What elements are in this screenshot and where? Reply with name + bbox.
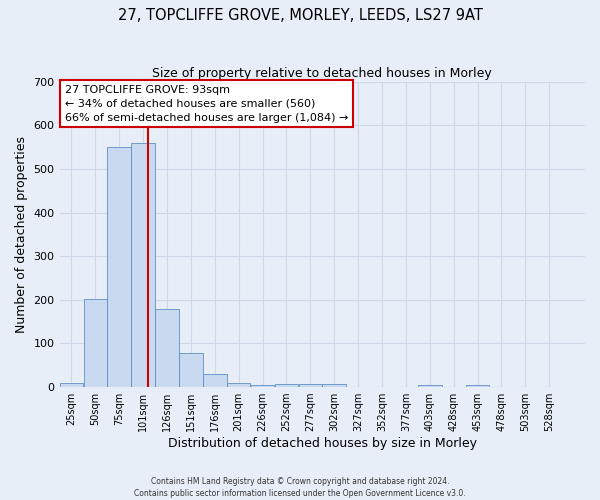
Y-axis label: Number of detached properties: Number of detached properties [15, 136, 28, 333]
Bar [155, 310, 179, 387]
Bar [227, 382, 250, 387]
Bar [131, 143, 155, 387]
Bar [251, 385, 274, 387]
Bar [59, 382, 83, 387]
X-axis label: Distribution of detached houses by size in Morley: Distribution of detached houses by size … [168, 437, 477, 450]
Bar [299, 384, 322, 387]
Bar [83, 298, 107, 387]
Bar [418, 385, 442, 387]
Bar [203, 374, 227, 387]
Title: Size of property relative to detached houses in Morley: Size of property relative to detached ho… [152, 68, 492, 80]
Bar [179, 352, 203, 387]
Bar [466, 385, 490, 387]
Bar [275, 384, 298, 387]
Bar [322, 384, 346, 387]
Text: 27, TOPCLIFFE GROVE, MORLEY, LEEDS, LS27 9AT: 27, TOPCLIFFE GROVE, MORLEY, LEEDS, LS27… [118, 8, 482, 22]
Bar [107, 146, 131, 387]
Text: Contains HM Land Registry data © Crown copyright and database right 2024.
Contai: Contains HM Land Registry data © Crown c… [134, 476, 466, 498]
Text: 27 TOPCLIFFE GROVE: 93sqm
← 34% of detached houses are smaller (560)
66% of semi: 27 TOPCLIFFE GROVE: 93sqm ← 34% of detac… [65, 84, 348, 122]
